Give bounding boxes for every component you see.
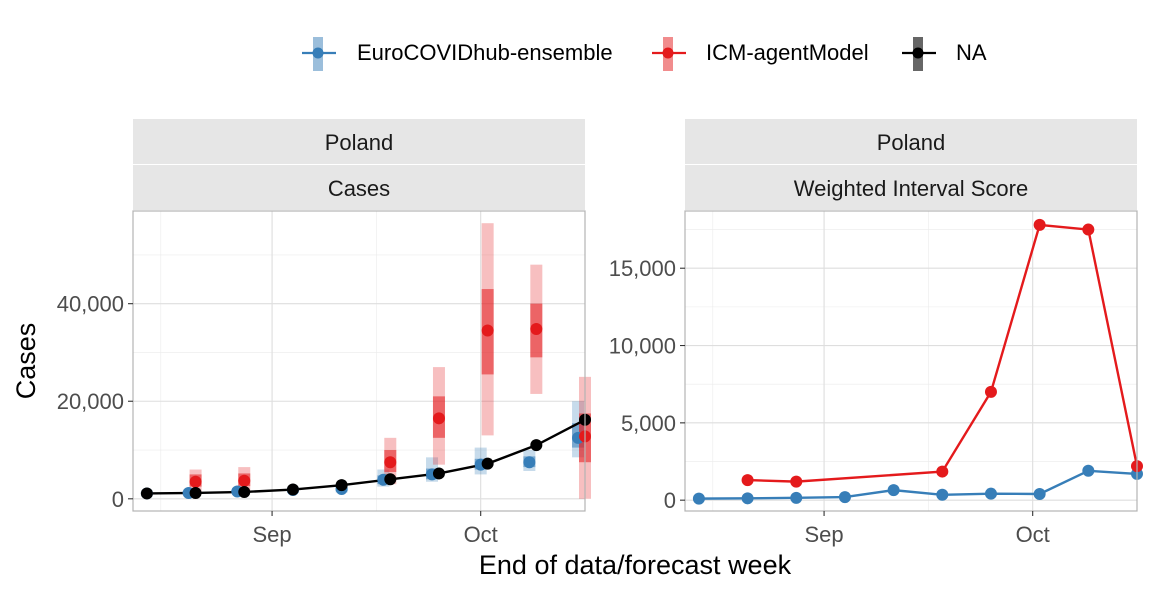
series-point xyxy=(1082,223,1095,236)
series-point xyxy=(984,385,997,398)
data-marks xyxy=(692,218,1143,505)
facet-strip-top xyxy=(685,119,1137,164)
truth-point xyxy=(530,439,543,452)
truth-point xyxy=(286,483,299,496)
truth-point xyxy=(140,487,153,500)
facet-strip-bottom-label: Weighted Interval Score xyxy=(794,176,1028,201)
truth-point xyxy=(189,486,202,499)
x-tick-label: Oct xyxy=(1016,522,1050,547)
x-axis-title: End of data/forecast week xyxy=(479,550,792,580)
legend-key-point xyxy=(312,47,324,59)
median-point xyxy=(189,475,202,488)
truth-line xyxy=(146,418,586,495)
x-tick-label: Sep xyxy=(252,522,291,547)
median-point xyxy=(432,412,445,425)
y-tick-label: 40,000 xyxy=(57,292,124,317)
legend: EuroCOVIDhub-ensemble ICM-agentModel NA xyxy=(302,37,987,71)
truth-point xyxy=(432,467,445,480)
facet-strip-top xyxy=(133,119,585,164)
y-axis: 0 20,000 40,000 xyxy=(57,292,133,512)
panel-cases: Poland Cases 0 20,000 40,000 Sep Oct xyxy=(57,119,591,547)
median-point xyxy=(384,456,397,469)
y-tick-label: 10,000 xyxy=(609,334,676,359)
series-point xyxy=(936,465,949,478)
legend-item-icm: ICM-agentModel xyxy=(652,37,869,71)
legend-item-na: NA xyxy=(902,37,987,71)
facet-strip-top-label: Poland xyxy=(325,130,394,155)
panel-border xyxy=(684,210,1138,512)
gridlines xyxy=(685,211,1137,511)
series-point xyxy=(1033,218,1046,231)
x-axis: Sep Oct xyxy=(804,511,1050,547)
y-axis: 0 5,000 10,000 15,000 xyxy=(609,256,685,513)
y-tick-label: 15,000 xyxy=(609,256,676,281)
data-marks xyxy=(140,223,591,500)
facet-strip-top-label: Poland xyxy=(877,130,946,155)
series-point xyxy=(984,487,997,500)
median-point xyxy=(238,474,251,487)
legend-label: NA xyxy=(956,40,987,65)
median-point xyxy=(523,456,536,469)
median-point xyxy=(481,324,494,337)
legend-item-ensemble: EuroCOVIDhub-ensemble xyxy=(302,37,613,71)
x-axis: Sep Oct xyxy=(252,511,498,547)
series-point xyxy=(741,492,754,505)
panel-background xyxy=(685,211,1137,511)
x-tick-label: Sep xyxy=(804,522,843,547)
legend-label: EuroCOVIDhub-ensemble xyxy=(357,40,613,65)
series-point xyxy=(936,488,949,501)
series-point xyxy=(790,475,803,488)
series-point xyxy=(838,491,851,504)
y-tick-label: 0 xyxy=(664,488,676,513)
facet-strip-bottom-label: Cases xyxy=(328,176,390,201)
series-point xyxy=(692,492,705,505)
series-line xyxy=(698,469,1138,500)
y-axis-title: Cases xyxy=(11,323,41,400)
x-tick-label: Oct xyxy=(464,522,498,547)
series-point xyxy=(1082,464,1095,477)
gridlines xyxy=(133,211,585,511)
series-point xyxy=(790,491,803,504)
truth-point xyxy=(335,479,348,492)
facet-strip-bottom xyxy=(685,165,1137,210)
panel-border xyxy=(132,210,586,512)
y-tick-label: 0 xyxy=(112,487,124,512)
truth-point xyxy=(384,473,397,486)
legend-key-point xyxy=(912,47,924,59)
y-tick-label: 20,000 xyxy=(57,389,124,414)
truth-point xyxy=(481,457,494,470)
series-point xyxy=(1033,487,1046,500)
median-point xyxy=(530,323,543,336)
y-tick-label: 5,000 xyxy=(621,411,676,436)
series-point xyxy=(887,484,900,497)
panel-wis: Poland Weighted Interval Score 0 5,000 10,… xyxy=(609,119,1143,547)
series-point xyxy=(741,474,754,487)
legend-label: ICM-agentModel xyxy=(706,40,869,65)
truth-point xyxy=(238,485,251,498)
legend-key-point xyxy=(662,47,674,59)
panel-background xyxy=(133,211,585,511)
facet-strip-bottom xyxy=(133,165,585,210)
